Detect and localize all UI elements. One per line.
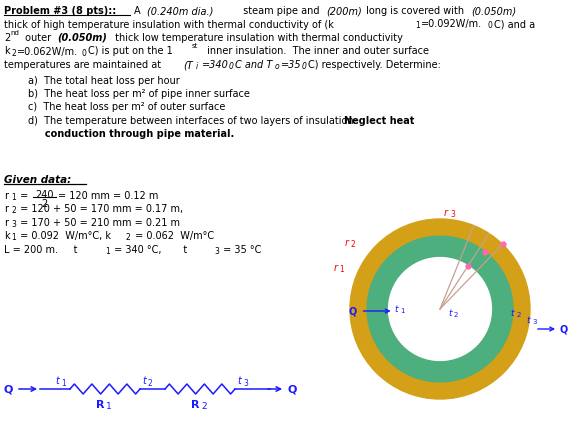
Text: = 35 °C: = 35 °C (220, 244, 261, 254)
Text: b)  The heat loss per m² of pipe inner surface: b) The heat loss per m² of pipe inner su… (28, 89, 250, 99)
Text: A: A (134, 6, 144, 16)
Text: R: R (96, 399, 104, 409)
Text: 1: 1 (61, 378, 66, 387)
Text: = 120 + 50 = 170 mm = 0.17 m,: = 120 + 50 = 170 mm = 0.17 m, (17, 204, 183, 214)
Text: C and T: C and T (235, 60, 272, 70)
Text: r: r (4, 191, 8, 201)
Text: r: r (444, 207, 448, 217)
Text: 2: 2 (517, 311, 521, 317)
Text: L = 200 m.     t: L = 200 m. t (4, 244, 77, 254)
Text: 2: 2 (148, 378, 153, 387)
Text: Neglect heat: Neglect heat (344, 116, 414, 126)
Text: 240: 240 (35, 190, 53, 200)
Text: =: = (17, 191, 28, 201)
Text: 1: 1 (11, 233, 16, 242)
Circle shape (389, 258, 491, 361)
Text: 2: 2 (11, 206, 16, 215)
Text: Q: Q (4, 384, 14, 394)
Text: r: r (4, 204, 8, 214)
Text: = 0.092  W/m°C, k: = 0.092 W/m°C, k (17, 231, 111, 241)
Text: R: R (191, 399, 200, 409)
Text: i: i (196, 62, 198, 71)
Text: 3: 3 (450, 210, 455, 218)
Text: 1: 1 (106, 401, 112, 410)
Text: 2: 2 (201, 401, 207, 410)
Text: 0: 0 (488, 21, 493, 30)
Text: k: k (4, 46, 9, 56)
Text: nd: nd (10, 30, 19, 36)
Text: conduction through pipe material.: conduction through pipe material. (28, 129, 234, 139)
Text: =0.062W/m.: =0.062W/m. (17, 46, 78, 56)
Text: C) respectively. Determine:: C) respectively. Determine: (308, 60, 441, 70)
Text: outer: outer (22, 33, 54, 43)
Text: C) is put on the 1: C) is put on the 1 (88, 46, 173, 56)
Text: d)  The temperature between interfaces of two layers of insulation.: d) The temperature between interfaces of… (28, 116, 360, 126)
Text: 1: 1 (400, 307, 405, 313)
Text: 3: 3 (214, 247, 219, 256)
Text: (T: (T (183, 60, 193, 70)
Text: (0.050m): (0.050m) (471, 6, 516, 16)
Text: = 0.062  W/m°C: = 0.062 W/m°C (132, 231, 214, 241)
Text: steam pipe and: steam pipe and (240, 6, 323, 16)
Text: 3: 3 (532, 318, 537, 324)
Text: inner insulation.  The inner and outer surface: inner insulation. The inner and outer su… (204, 46, 429, 56)
Text: t: t (394, 304, 398, 313)
Text: t: t (142, 375, 146, 385)
Text: thick low temperature insulation with thermal conductivity: thick low temperature insulation with th… (112, 33, 403, 43)
Text: 1: 1 (105, 247, 110, 256)
Text: thick of high temperature insulation with thermal conductivity of (k: thick of high temperature insulation wit… (4, 20, 334, 30)
Text: o: o (275, 62, 279, 71)
Circle shape (367, 237, 513, 382)
Text: Q: Q (287, 384, 296, 394)
Text: 2: 2 (350, 239, 355, 248)
Text: = 170 + 50 = 210 mm = 0.21 m: = 170 + 50 = 210 mm = 0.21 m (17, 217, 180, 227)
Text: r: r (4, 217, 8, 227)
Text: =340: =340 (202, 60, 229, 70)
Text: temperatures are maintained at: temperatures are maintained at (4, 60, 164, 70)
Text: Q: Q (349, 306, 357, 316)
Text: t: t (511, 308, 514, 317)
Text: 1: 1 (11, 193, 16, 201)
Text: 3: 3 (243, 378, 248, 387)
Text: long is covered with: long is covered with (363, 6, 467, 16)
Text: t: t (526, 315, 529, 324)
Text: =35: =35 (281, 60, 302, 70)
Text: 0: 0 (229, 62, 234, 71)
Text: Q: Q (560, 324, 568, 334)
Text: 0: 0 (82, 48, 87, 57)
Text: (0.050m): (0.050m) (57, 33, 107, 43)
Text: = 340 °C,       t: = 340 °C, t (111, 244, 187, 254)
Text: a)  The total heat loss per hour: a) The total heat loss per hour (28, 76, 180, 85)
Text: 1: 1 (415, 21, 420, 30)
Text: C) and a: C) and a (494, 20, 535, 30)
Text: t: t (55, 375, 59, 385)
Text: 2: 2 (454, 311, 458, 317)
Text: c)  The heat loss per m² of outer surface: c) The heat loss per m² of outer surface (28, 102, 225, 112)
Text: =0.092W/m.: =0.092W/m. (421, 20, 482, 30)
Text: (200m): (200m) (326, 6, 362, 16)
Circle shape (350, 220, 530, 399)
Text: 2: 2 (11, 48, 16, 57)
Text: Problem #3 (8 pts)::: Problem #3 (8 pts):: (4, 6, 116, 16)
Text: 1: 1 (339, 264, 344, 273)
Text: 2: 2 (4, 33, 10, 43)
Text: 3: 3 (11, 220, 16, 228)
Text: r: r (345, 237, 348, 247)
Text: 2: 2 (41, 198, 47, 208)
Text: = 120 mm = 0.12 m: = 120 mm = 0.12 m (58, 191, 158, 201)
Text: t: t (448, 308, 451, 317)
Text: k: k (4, 231, 9, 241)
Text: r: r (333, 262, 338, 272)
Text: 0: 0 (302, 62, 307, 71)
Text: Given data:: Given data: (4, 174, 71, 184)
Text: t: t (237, 375, 241, 385)
Text: st: st (192, 43, 198, 49)
Text: (0.240m dia.): (0.240m dia.) (147, 6, 214, 16)
Text: 2: 2 (126, 233, 131, 242)
